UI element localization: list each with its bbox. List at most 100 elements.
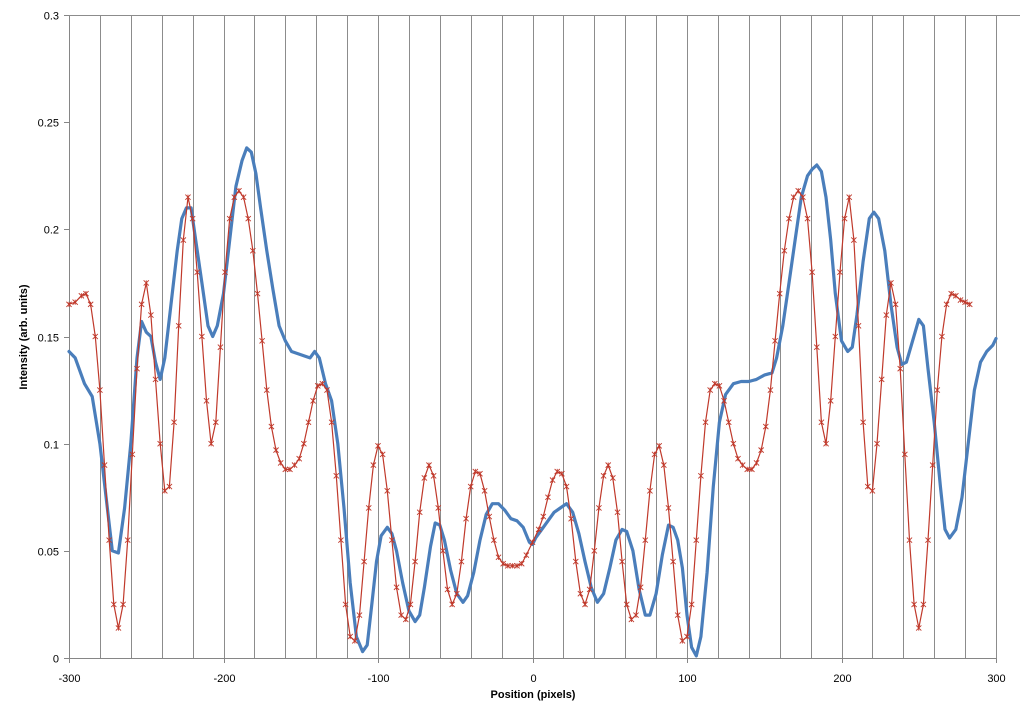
data-point: [120, 601, 126, 608]
data-point: [827, 397, 834, 404]
data-point: [577, 590, 584, 597]
data-point: [600, 472, 607, 479]
data-point: [878, 376, 885, 383]
data-point: [813, 344, 820, 351]
y-tick-label: 0.1: [44, 440, 59, 452]
data-point: [393, 584, 400, 591]
data-point: [402, 616, 409, 623]
data-point: [716, 382, 723, 389]
data-point: [901, 451, 908, 458]
data-point: [518, 560, 525, 567]
y-axis-title: Intensity (arb. units): [18, 284, 30, 389]
data-point: [786, 215, 792, 222]
data-point: [500, 560, 507, 567]
data-point: [379, 451, 386, 458]
data-point: [929, 462, 936, 469]
series-2: [66, 187, 973, 644]
data-point: [384, 487, 391, 494]
data-point: [776, 290, 783, 297]
data-point: [375, 442, 381, 449]
data-point: [101, 462, 108, 469]
data-point: [504, 562, 511, 569]
data-point: [439, 547, 446, 554]
x-tick-label: -100: [367, 673, 389, 685]
data-point: [495, 554, 502, 561]
data-point: [361, 558, 368, 565]
data-point: [897, 365, 904, 372]
data-point: [693, 537, 700, 544]
data-point: [365, 505, 372, 511]
data-point: [412, 558, 418, 565]
data-point: [841, 215, 848, 222]
data-point: [198, 333, 205, 340]
data-point: [711, 380, 718, 387]
data-point: [665, 505, 672, 511]
data-point: [966, 301, 973, 308]
data-point: [799, 194, 806, 201]
data-point: [920, 601, 927, 608]
data-point: [795, 187, 802, 194]
series-line: [68, 190, 971, 642]
data-point: [892, 301, 899, 308]
data-point: [582, 601, 588, 608]
data-point: [540, 513, 547, 520]
data-point: [925, 537, 931, 544]
data-point: [124, 537, 131, 544]
x-tick-label: 0: [530, 673, 536, 685]
data-point: [804, 215, 811, 222]
data-point: [463, 515, 469, 522]
data-point: [514, 562, 520, 569]
data-point: [721, 397, 727, 404]
data-point: [328, 419, 335, 426]
y-tick-label: 0.15: [38, 333, 59, 345]
data-point: [535, 526, 542, 533]
data-point: [688, 601, 695, 608]
data-point: [226, 215, 233, 222]
data-point: [217, 344, 224, 351]
data-point: [874, 440, 880, 447]
data-point: [180, 237, 187, 243]
data-point: [697, 472, 704, 479]
data-point: [948, 290, 955, 297]
data-point: [324, 387, 330, 394]
y-tick-label: 0: [53, 654, 59, 666]
data-point: [558, 470, 565, 477]
data-point: [725, 419, 732, 426]
data-point: [850, 237, 857, 243]
data-point: [962, 299, 969, 306]
data-point: [864, 483, 871, 490]
data-point: [222, 269, 228, 276]
data-point: [660, 462, 667, 469]
data-point: [915, 625, 922, 631]
data-point: [347, 633, 354, 640]
data-point: [157, 440, 164, 447]
data-point: [545, 494, 551, 501]
data-point: [273, 447, 279, 454]
data-point: [388, 537, 395, 544]
data-point: [449, 601, 456, 608]
data-point: [809, 269, 816, 276]
data-point: [481, 487, 488, 494]
data-point: [883, 312, 890, 318]
data-point: [753, 460, 760, 466]
data-point: [758, 447, 765, 454]
data-point: [818, 419, 825, 426]
data-point: [296, 455, 303, 462]
data-point: [194, 269, 201, 276]
data-point: [869, 487, 876, 494]
data-point: [563, 483, 570, 490]
tick-labels: 0 0.05 0.1 0.15 0.2 0.25 0.3 -300 -200 -100 0 100 20…: [38, 11, 1006, 686]
data-point: [370, 462, 377, 469]
x-tick-label: 300: [987, 673, 1005, 685]
data-point: [568, 515, 575, 522]
data-point: [619, 558, 626, 565]
data-point: [83, 290, 89, 297]
data-point: [240, 194, 247, 201]
data-point: [888, 279, 894, 286]
data-point: [572, 558, 579, 565]
data-point: [171, 419, 177, 426]
data-point: [453, 590, 460, 597]
data-point: [458, 558, 465, 565]
data-point: [674, 612, 681, 619]
